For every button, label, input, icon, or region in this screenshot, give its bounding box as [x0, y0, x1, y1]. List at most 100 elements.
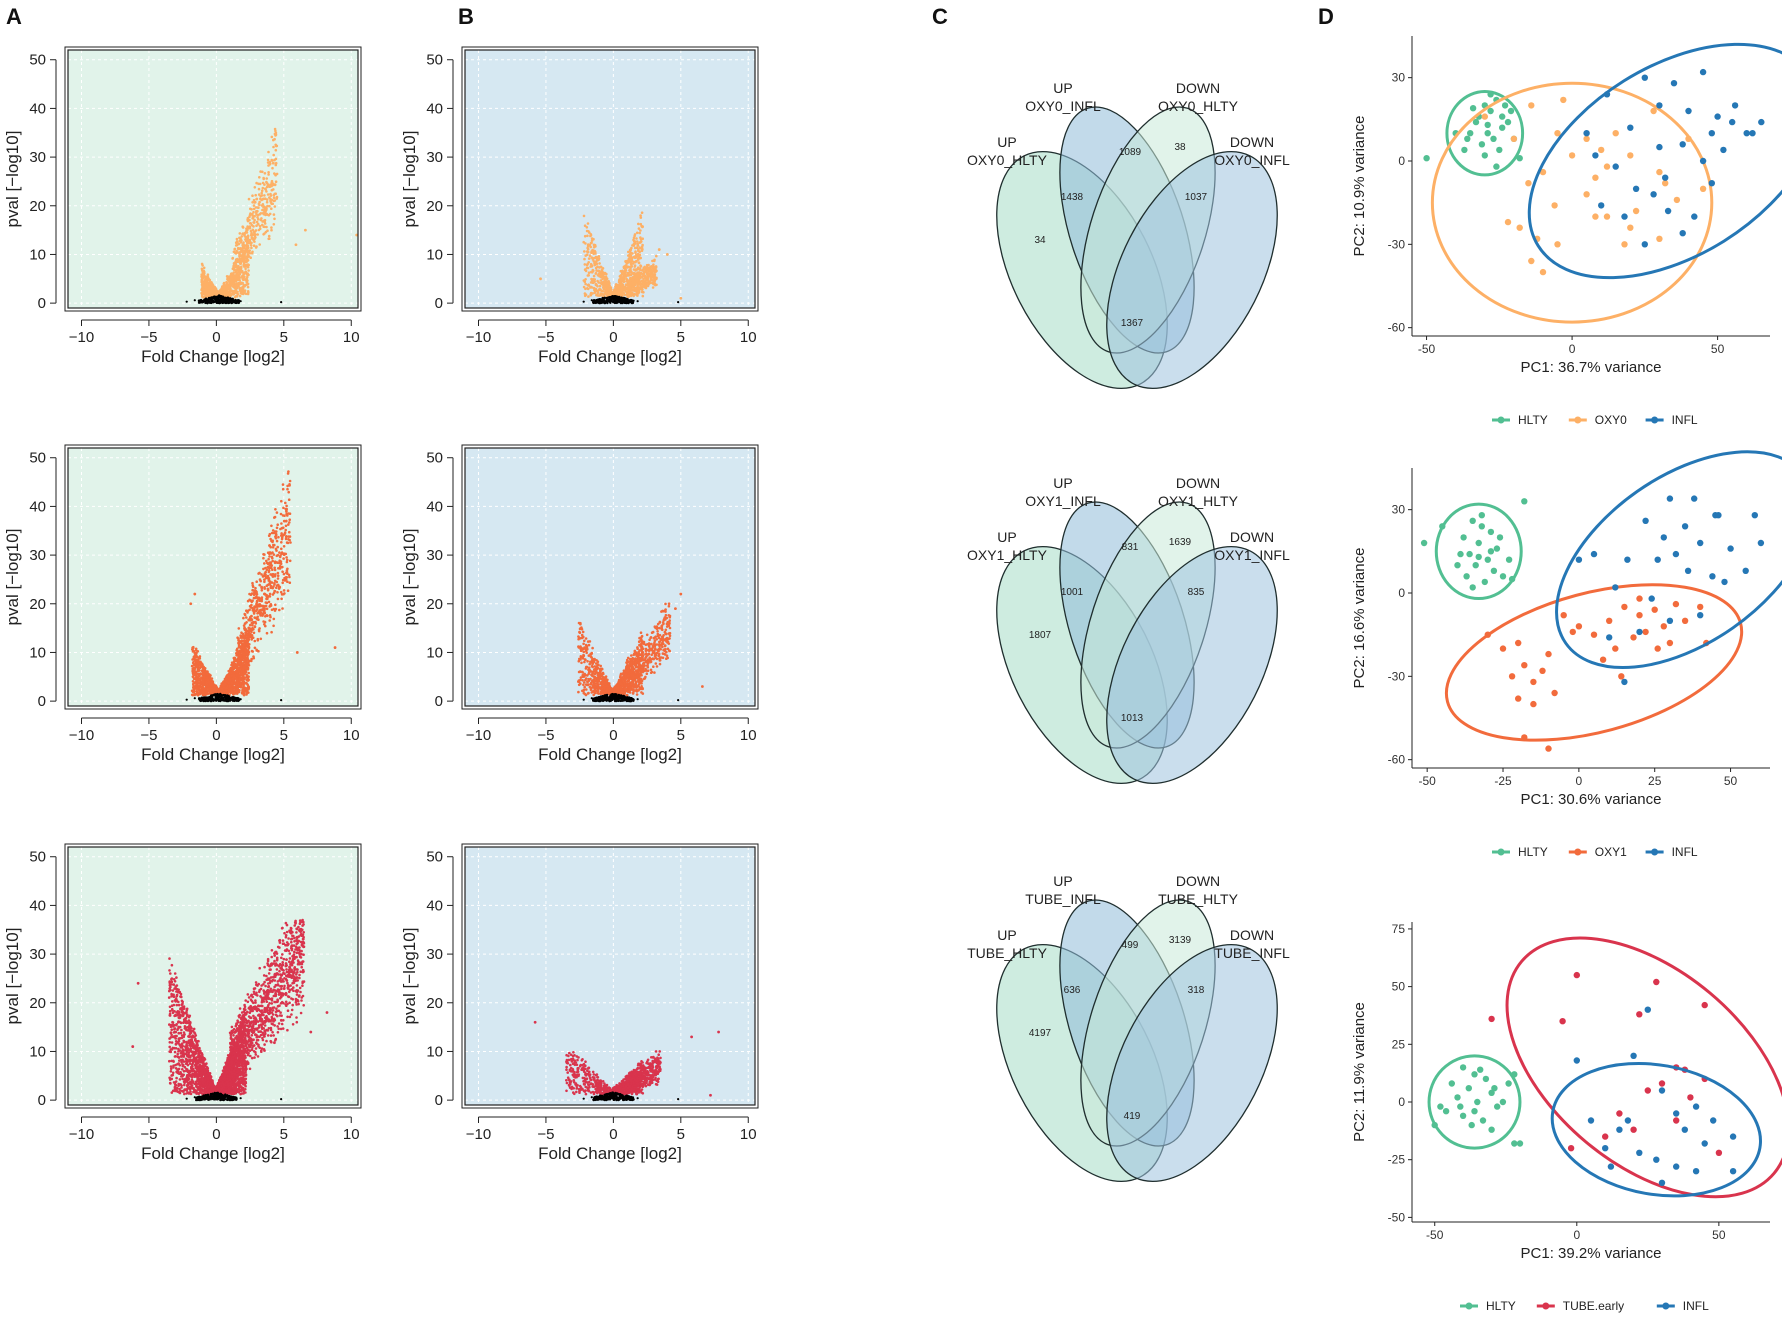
- data-point: [201, 672, 205, 676]
- data-point: [264, 566, 267, 570]
- data-point: [235, 237, 239, 241]
- data-point: [271, 546, 275, 549]
- data-point: [243, 659, 246, 663]
- data-point: [209, 690, 212, 694]
- data-point: [196, 662, 200, 665]
- data-point: [239, 654, 242, 657]
- nonsignificant-point: [204, 696, 208, 699]
- data-point: [242, 255, 245, 258]
- data-point: [288, 512, 292, 515]
- data-point: [235, 278, 238, 282]
- data-point: [214, 289, 218, 292]
- data-point: [263, 218, 267, 222]
- data-point: [253, 201, 256, 204]
- data-point: [278, 608, 281, 612]
- data-point: [289, 541, 292, 544]
- data-point: [246, 285, 250, 289]
- data-point: [284, 535, 288, 539]
- y-axis-title: pval [−log10]: [3, 529, 22, 626]
- x-axis-title: Fold Change [log2]: [141, 745, 285, 764]
- data-point: [249, 229, 253, 233]
- data-point: [265, 607, 269, 611]
- data-point: [264, 188, 268, 191]
- data-point: [248, 218, 251, 222]
- data-point: [278, 555, 282, 559]
- data-point: [276, 591, 279, 594]
- data-point: [252, 1001, 255, 1005]
- plot-background: [68, 50, 358, 308]
- data-point: [284, 501, 287, 505]
- data-point: [245, 231, 249, 234]
- data-point: [258, 243, 262, 246]
- data-point: [240, 248, 243, 252]
- data-point: [250, 615, 253, 618]
- data-point: [280, 522, 283, 525]
- nonsignificant-point: [209, 301, 212, 304]
- data-point: [259, 637, 263, 641]
- data-point: [268, 619, 272, 622]
- data-point: [268, 592, 272, 596]
- data-point: [221, 683, 225, 687]
- data-point: [267, 570, 271, 574]
- nonsignificant-point: [220, 697, 223, 700]
- x-tick-label: 5: [280, 727, 288, 744]
- data-point: [241, 232, 244, 236]
- data-point: [267, 577, 271, 580]
- data-point: [252, 593, 256, 597]
- data-point: [262, 197, 265, 201]
- outlier-point: [295, 651, 299, 654]
- data-point: [214, 689, 218, 693]
- data-point: [282, 589, 286, 592]
- data-point: [202, 272, 206, 276]
- data-point: [247, 675, 250, 678]
- data-point: [203, 675, 206, 678]
- nonsignificant-point: [199, 699, 202, 702]
- nonsignificant-point: [217, 300, 220, 303]
- data-point: [244, 238, 247, 241]
- data-point: [269, 545, 273, 549]
- data-point: [234, 658, 238, 662]
- data-point: [254, 206, 258, 209]
- data-point: [288, 521, 291, 524]
- data-point: [274, 163, 278, 167]
- data-point: [206, 273, 210, 277]
- data-point: [247, 291, 250, 294]
- data-point: [169, 1065, 173, 1068]
- data-point: [244, 661, 248, 665]
- outlier-point: [294, 243, 298, 247]
- x-tick-label: 5: [280, 329, 288, 346]
- data-point: [220, 290, 223, 293]
- data-point: [262, 610, 266, 613]
- panel-letter-a: A: [6, 4, 22, 29]
- data-point: [265, 559, 268, 563]
- data-point: [277, 1022, 281, 1025]
- data-point: [274, 547, 278, 551]
- data-point: [261, 575, 265, 578]
- data-point: [266, 185, 269, 188]
- data-point: [193, 651, 197, 655]
- data-point: [280, 552, 283, 555]
- data-point: [251, 250, 254, 254]
- data-point: [236, 650, 239, 653]
- data-point: [210, 293, 214, 297]
- y-tick-label: 20: [29, 596, 46, 613]
- data-point: [266, 158, 270, 162]
- data-point: [285, 504, 288, 508]
- data-point: [201, 683, 204, 687]
- data-point: [248, 238, 252, 242]
- data-point: [272, 624, 275, 628]
- nonsignificant-point: [227, 695, 230, 698]
- data-point: [262, 177, 266, 181]
- data-point: [266, 204, 269, 208]
- data-point: [260, 608, 264, 611]
- data-point: [267, 234, 271, 238]
- data-point: [205, 278, 209, 281]
- data-point: [222, 690, 226, 694]
- data-point: [231, 256, 235, 260]
- data-point: [241, 257, 244, 261]
- data-point: [195, 677, 198, 681]
- data-point: [195, 655, 199, 659]
- data-point: [252, 631, 256, 635]
- data-point: [249, 233, 253, 237]
